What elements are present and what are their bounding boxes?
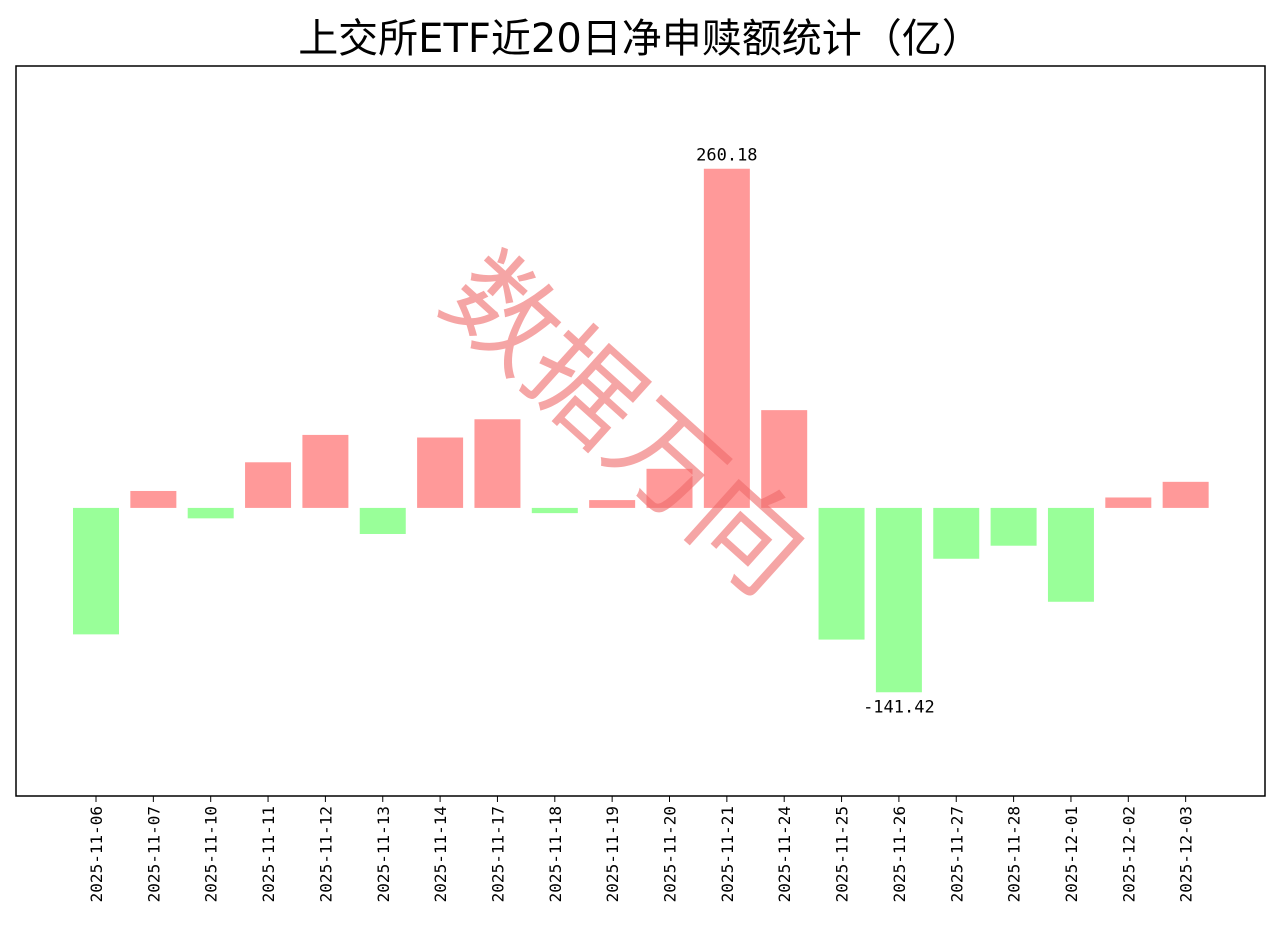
data-label-2025-11-26: -141.42 bbox=[863, 697, 935, 717]
bar-2025-11-26 bbox=[875, 507, 922, 693]
x-tick-label: 2025-11-27 bbox=[947, 806, 966, 902]
bar-2025-11-27 bbox=[933, 507, 980, 559]
x-tick-label: 2025-12-03 bbox=[1177, 806, 1196, 902]
x-tick-label: 2025-11-07 bbox=[144, 806, 163, 902]
bar-2025-11-20 bbox=[646, 468, 693, 508]
x-tick-label: 2025-11-26 bbox=[890, 806, 909, 902]
bar-2025-11-17 bbox=[474, 419, 521, 508]
x-tick-label: 2025-11-28 bbox=[1005, 806, 1024, 902]
x-tick-label: 2025-11-18 bbox=[546, 806, 565, 902]
x-tick-label: 2025-11-17 bbox=[488, 806, 507, 902]
x-tick-label: 2025-12-01 bbox=[1062, 806, 1081, 902]
bar-2025-11-10 bbox=[187, 507, 234, 519]
bar-2025-11-14 bbox=[417, 437, 464, 508]
bar-2025-11-18 bbox=[531, 507, 578, 514]
x-tick-label: 2025-11-12 bbox=[316, 806, 335, 902]
bar-2025-11-11 bbox=[245, 462, 292, 508]
x-tick-label: 2025-11-14 bbox=[431, 806, 450, 902]
bar-2025-11-07 bbox=[130, 490, 177, 508]
bar-2025-12-03 bbox=[1162, 481, 1209, 508]
x-tick-label: 2025-11-25 bbox=[833, 806, 852, 902]
x-tick-label: 2025-11-13 bbox=[374, 806, 393, 902]
bar-2025-11-13 bbox=[359, 507, 406, 534]
x-tick-label: 2025-11-24 bbox=[775, 806, 794, 902]
bar-2025-11-25 bbox=[818, 507, 865, 640]
x-tick-label: 2025-11-10 bbox=[202, 806, 221, 902]
x-tick-label: 2025-11-21 bbox=[718, 806, 737, 902]
bar-2025-11-06 bbox=[73, 507, 119, 635]
chart-title: 上交所ETF近20日净申赎额统计（亿） bbox=[298, 16, 982, 62]
plot-frame bbox=[15, 65, 1266, 797]
x-tick-label: 2025-11-20 bbox=[661, 806, 680, 902]
bars-layer bbox=[73, 168, 1209, 693]
x-axis-ticks: 2025-11-06 2025-11-07 2025-11-10 2025-11-11… bbox=[87, 796, 1196, 902]
bar-2025-11-21 bbox=[703, 168, 750, 508]
bar-2025-11-28 bbox=[990, 507, 1037, 546]
bar-2025-11-12 bbox=[302, 434, 349, 508]
bar-2025-12-02 bbox=[1105, 497, 1152, 508]
x-tick-label: 2025-11-11 bbox=[259, 806, 278, 902]
bar-2025-11-24 bbox=[761, 410, 808, 508]
x-tick-label: 2025-11-06 bbox=[87, 806, 106, 902]
x-tick-label: 2025-11-19 bbox=[603, 806, 622, 902]
x-tick-label: 2025-12-02 bbox=[1119, 806, 1138, 902]
data-labels-layer: 260.18 -141.42 bbox=[696, 146, 935, 718]
bar-2025-12-01 bbox=[1047, 507, 1094, 602]
bar-2025-11-19 bbox=[589, 500, 636, 508]
data-label-2025-11-21: 260.18 bbox=[696, 146, 757, 166]
